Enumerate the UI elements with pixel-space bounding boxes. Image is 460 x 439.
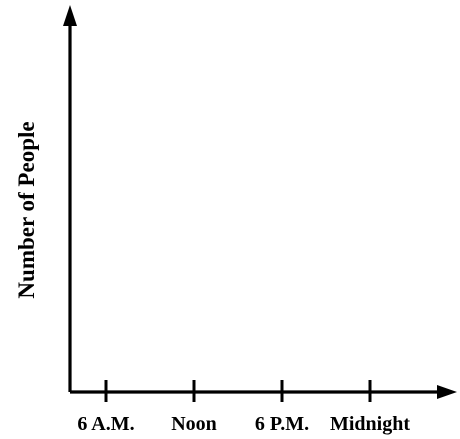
x-axis bbox=[70, 385, 457, 399]
y-axis bbox=[63, 5, 77, 392]
x-tick-labels: 6 A.M. Noon 6 P.M. Midnight bbox=[77, 413, 410, 435]
x-tick-label: Noon bbox=[171, 413, 217, 435]
x-tick-label: 6 A.M. bbox=[77, 413, 134, 435]
x-tick-label: Midnight bbox=[330, 413, 410, 435]
y-axis-title: Number of People bbox=[14, 121, 39, 298]
y-axis-arrow bbox=[63, 5, 77, 26]
x-axis-arrow bbox=[437, 385, 457, 399]
x-ticks bbox=[104, 380, 372, 402]
x-tick-label: 6 P.M. bbox=[255, 413, 309, 435]
